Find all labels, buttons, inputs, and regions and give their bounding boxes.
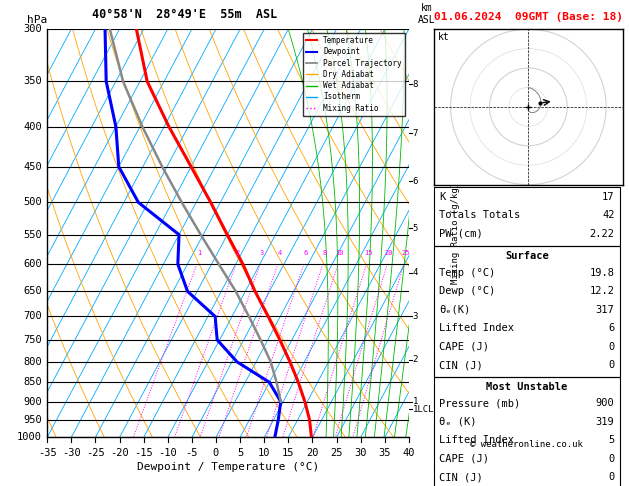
- Text: 750: 750: [23, 335, 42, 345]
- Text: 950: 950: [23, 415, 42, 425]
- Text: 4: 4: [413, 268, 418, 277]
- Text: 3: 3: [260, 250, 264, 257]
- Text: CIN (J): CIN (J): [439, 360, 483, 370]
- Text: 317: 317: [596, 305, 615, 315]
- Text: -15: -15: [134, 448, 153, 458]
- Text: 0: 0: [608, 342, 615, 352]
- Text: 12.2: 12.2: [589, 286, 615, 296]
- Text: 700: 700: [23, 312, 42, 321]
- Text: Dewp (°C): Dewp (°C): [439, 286, 495, 296]
- Legend: Temperature, Dewpoint, Parcel Trajectory, Dry Adiabat, Wet Adiabat, Isotherm, Mi: Temperature, Dewpoint, Parcel Trajectory…: [303, 33, 405, 116]
- Text: Lifted Index: Lifted Index: [439, 323, 514, 333]
- Text: 5: 5: [608, 435, 615, 445]
- Text: 25: 25: [330, 448, 343, 458]
- Text: © weatheronline.co.uk: © weatheronline.co.uk: [470, 440, 583, 449]
- Text: 6: 6: [304, 250, 308, 257]
- Text: 5: 5: [237, 448, 243, 458]
- Text: 1: 1: [197, 250, 201, 257]
- Text: 0: 0: [608, 472, 615, 482]
- Text: 35: 35: [379, 448, 391, 458]
- Text: -35: -35: [38, 448, 57, 458]
- Text: 40: 40: [403, 448, 415, 458]
- Text: kt: kt: [438, 32, 450, 42]
- Text: 550: 550: [23, 230, 42, 240]
- Text: 650: 650: [23, 286, 42, 296]
- Text: 3: 3: [413, 312, 418, 321]
- Text: 15: 15: [364, 250, 372, 257]
- Text: 1LCL: 1LCL: [413, 405, 434, 414]
- Text: θₑ(K): θₑ(K): [439, 305, 470, 315]
- Text: 42: 42: [602, 210, 615, 221]
- Text: -20: -20: [110, 448, 129, 458]
- Text: 0: 0: [608, 360, 615, 370]
- Text: Pressure (mb): Pressure (mb): [439, 399, 520, 408]
- Text: Most Unstable: Most Unstable: [486, 382, 567, 392]
- Text: 2.22: 2.22: [589, 229, 615, 239]
- Text: 400: 400: [23, 122, 42, 132]
- Text: 17: 17: [602, 192, 615, 202]
- Text: 1: 1: [413, 397, 418, 406]
- Text: 5: 5: [413, 224, 418, 233]
- Text: Surface: Surface: [505, 251, 548, 261]
- Text: -30: -30: [62, 448, 81, 458]
- Text: Lifted Index: Lifted Index: [439, 435, 514, 445]
- Text: 6: 6: [608, 323, 615, 333]
- Text: 15: 15: [282, 448, 294, 458]
- Text: Mixing Ratio (g/kg): Mixing Ratio (g/kg): [452, 182, 460, 284]
- Text: 01.06.2024  09GMT (Base: 18): 01.06.2024 09GMT (Base: 18): [434, 12, 623, 22]
- Text: 10: 10: [336, 250, 344, 257]
- Text: 0: 0: [608, 454, 615, 464]
- Text: 600: 600: [23, 259, 42, 269]
- Text: 19.8: 19.8: [589, 268, 615, 278]
- Text: km
ASL: km ASL: [418, 3, 436, 25]
- Text: 30: 30: [354, 448, 367, 458]
- Text: 900: 900: [23, 397, 42, 407]
- Text: 8: 8: [323, 250, 327, 257]
- Text: 319: 319: [596, 417, 615, 427]
- Text: CAPE (J): CAPE (J): [439, 342, 489, 352]
- Text: 2: 2: [236, 250, 240, 257]
- Text: -5: -5: [186, 448, 198, 458]
- Text: hPa: hPa: [27, 15, 48, 25]
- Text: θₑ (K): θₑ (K): [439, 417, 477, 427]
- Text: 10: 10: [258, 448, 270, 458]
- Text: Dewpoint / Temperature (°C): Dewpoint / Temperature (°C): [137, 462, 319, 472]
- Text: CAPE (J): CAPE (J): [439, 454, 489, 464]
- Text: 1000: 1000: [17, 433, 42, 442]
- Text: 6: 6: [413, 177, 418, 186]
- Text: 4: 4: [277, 250, 282, 257]
- Text: -10: -10: [159, 448, 177, 458]
- Text: 300: 300: [23, 24, 42, 34]
- Text: PW (cm): PW (cm): [439, 229, 483, 239]
- Text: 0: 0: [213, 448, 219, 458]
- Text: 900: 900: [596, 399, 615, 408]
- Text: 800: 800: [23, 357, 42, 367]
- Text: K: K: [439, 192, 445, 202]
- Text: 20: 20: [385, 250, 393, 257]
- Text: Totals Totals: Totals Totals: [439, 210, 520, 221]
- Text: 500: 500: [23, 197, 42, 208]
- Text: 40°58'N  28°49'E  55m  ASL: 40°58'N 28°49'E 55m ASL: [92, 8, 277, 21]
- Text: 25: 25: [401, 250, 410, 257]
- Text: 7: 7: [413, 129, 418, 138]
- Text: -25: -25: [86, 448, 105, 458]
- Text: 20: 20: [306, 448, 319, 458]
- Text: 450: 450: [23, 162, 42, 172]
- Text: 2: 2: [413, 355, 418, 364]
- Text: 350: 350: [23, 76, 42, 87]
- Text: 8: 8: [413, 80, 418, 89]
- Text: CIN (J): CIN (J): [439, 472, 483, 482]
- Text: 850: 850: [23, 377, 42, 387]
- Text: Temp (°C): Temp (°C): [439, 268, 495, 278]
